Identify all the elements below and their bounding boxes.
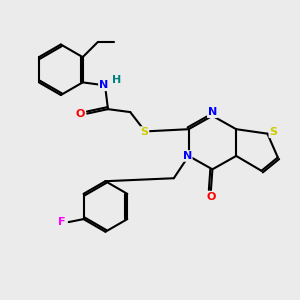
Text: N: N bbox=[208, 107, 217, 117]
Text: S: S bbox=[140, 127, 148, 137]
Text: N: N bbox=[99, 80, 108, 90]
Text: S: S bbox=[269, 127, 277, 137]
Text: F: F bbox=[58, 217, 66, 227]
Text: N: N bbox=[182, 151, 192, 161]
Text: H: H bbox=[112, 75, 122, 85]
Text: O: O bbox=[206, 192, 216, 202]
Text: O: O bbox=[76, 109, 85, 118]
